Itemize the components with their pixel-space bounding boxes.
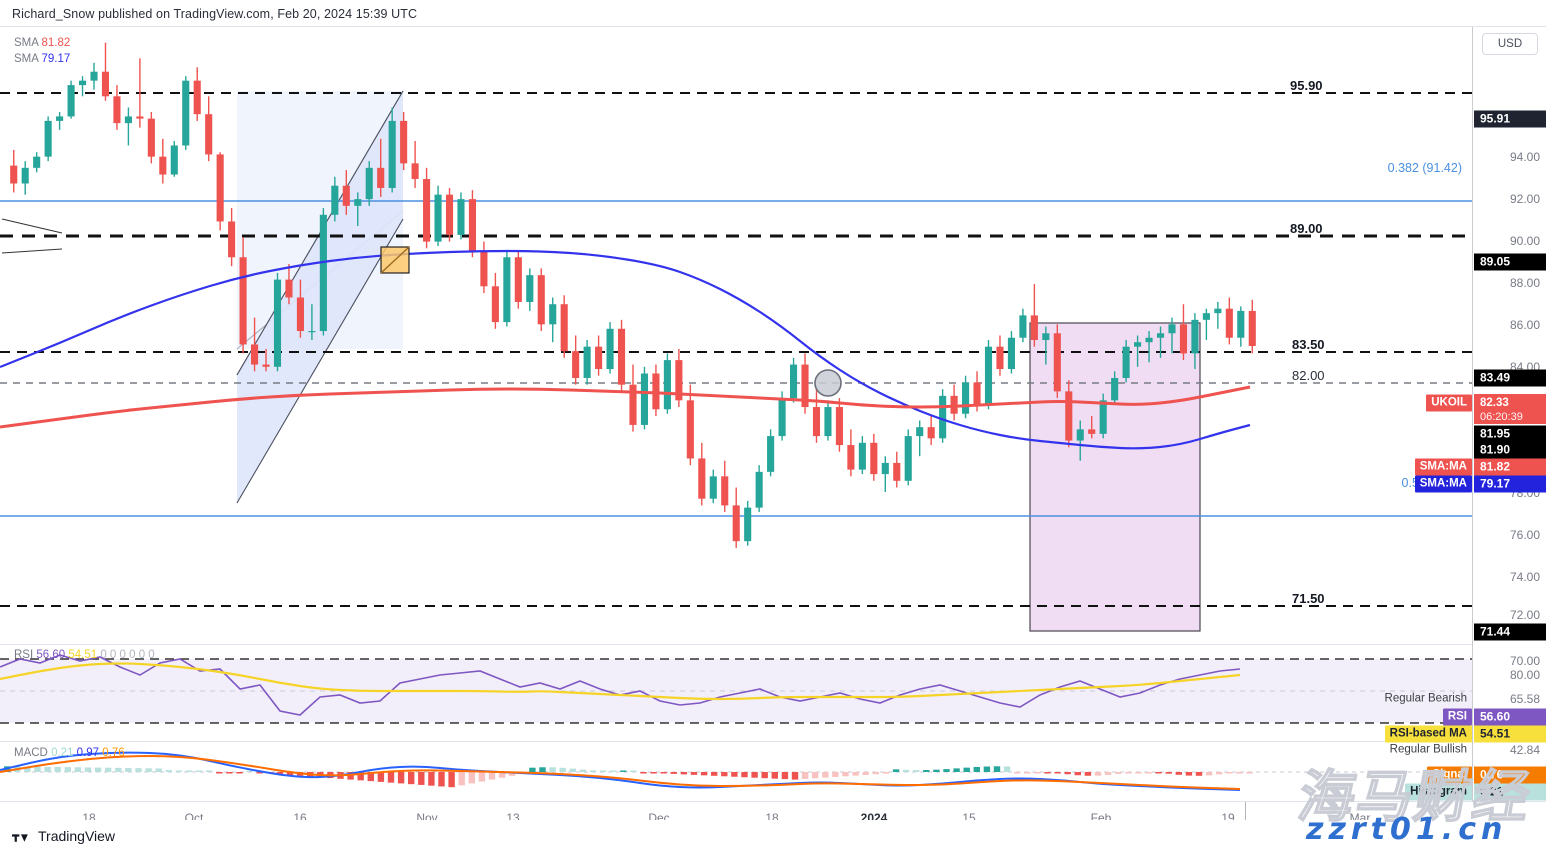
macd-tag-signal: Signal xyxy=(1427,766,1472,784)
price-tick-76-00: 76.00 xyxy=(1509,528,1540,542)
currency-badge[interactable]: USD xyxy=(1482,33,1538,55)
price-tick-86-00: 86.00 xyxy=(1509,318,1540,332)
rsi-tick-80: 80.00 xyxy=(1509,668,1540,682)
price-pill-83-49: 83.49 xyxy=(1474,369,1546,387)
chart-frame: SMA 81.82 SMA 79.17 95.90 89.00 83.50 82.00… xyxy=(0,26,1546,836)
last-price-pill: 82.33 06:20:39 xyxy=(1474,394,1546,424)
tradingview-label: TradingView xyxy=(38,828,116,844)
legend-sma-slow-value: 79.17 xyxy=(41,53,71,65)
price-pill-95-91: 95.91 xyxy=(1474,110,1546,128)
price-pill-89-05: 89.05 xyxy=(1474,253,1546,271)
price-tick-92-00: 92.00 xyxy=(1509,192,1540,206)
sma-pill-1: 79.17 xyxy=(1474,475,1546,493)
level-89-00-caption: 89.00 xyxy=(1290,221,1323,236)
sma-slow-tag: SMA:MA xyxy=(1414,475,1472,493)
price-pill-81-90: 81.90 xyxy=(1474,441,1546,459)
macd-axis-value-histogram: 0.21 xyxy=(1474,783,1546,801)
tradingview-mark-icon xyxy=(12,833,28,842)
macd-tag-histogram: Histogram xyxy=(1405,783,1472,801)
macd-canvas[interactable] xyxy=(0,742,1472,801)
ukoil-tag: UKOIL xyxy=(1426,394,1472,412)
level-95-90-caption: 95.90 xyxy=(1290,78,1323,93)
price-pane[interactable]: SMA 81.82 SMA 79.17 95.90 89.00 83.50 82.00… xyxy=(0,27,1472,644)
macd-pane[interactable]: MACD 0.21 0.97 0.76 xyxy=(0,741,1472,801)
rsi-tag-regular-bearish: Regular Bearish xyxy=(1384,692,1467,705)
rsi-legend-value: 56.60 xyxy=(36,649,66,661)
legend-sma-fast-value: 81.82 xyxy=(41,37,71,49)
rsi-tag-regular-bullish: Regular Bullish xyxy=(1389,743,1467,756)
macd-legend-name: MACD xyxy=(14,747,48,759)
macd-signal-value: 0.76 xyxy=(102,747,125,759)
rsi-canvas[interactable] xyxy=(0,645,1472,741)
level-82-00-caption: 82.00 xyxy=(1292,368,1325,383)
price-pill-81-95: 81.95 xyxy=(1474,425,1546,443)
rsi-legend: RSI 56.60 54.51 0 0 0 0 0 0 xyxy=(14,649,155,661)
macd-line-value: 0.97 xyxy=(76,747,100,759)
rsi-ma-legend-value: 54.51 xyxy=(68,649,98,661)
macd-axis-value-signal: 0.76 xyxy=(1474,766,1546,784)
tradingview-logo[interactable]: TradingView xyxy=(12,828,115,844)
legend-sma-slow-name: SMA xyxy=(14,53,39,65)
publication-header: Richard_Snow published on TradingView.co… xyxy=(12,7,418,21)
price-pill-71-44: 71.44 xyxy=(1474,623,1546,641)
rsi-axis-value-regular-bullish: 42.84 xyxy=(1509,743,1540,757)
price-tick-90-00: 90.00 xyxy=(1509,234,1540,248)
price-tick-88-00: 88.00 xyxy=(1509,276,1540,290)
rsi-axis-value-regular-bearish: 65.58 xyxy=(1509,692,1540,706)
level-71-50-caption: 71.50 xyxy=(1292,591,1325,606)
price-tick-70-00: 70.00 xyxy=(1509,654,1540,668)
candlestick-canvas[interactable] xyxy=(0,27,1472,644)
rsi-tag-rsi-based-ma: RSI-based MA xyxy=(1384,725,1472,743)
rsi-axis-value-rsi: 56.60 xyxy=(1474,708,1546,726)
time-axis-cursor-line xyxy=(1245,802,1246,836)
sma-pill-0: 81.82 xyxy=(1474,458,1546,476)
legend-sma-fast-name: SMA xyxy=(14,37,39,49)
macd-hist-value: 0.21 xyxy=(51,747,74,759)
footer: TradingView xyxy=(0,820,1546,857)
sma-fast-tag: SMA:MA xyxy=(1414,458,1472,476)
rsi-tag-rsi: RSI xyxy=(1442,708,1472,726)
price-axis[interactable]: USD 94.0092.0090.0088.0086.0084.0082.008… xyxy=(1472,27,1546,801)
price-tick-72-00: 72.00 xyxy=(1509,608,1540,622)
price-tick-74-00: 74.00 xyxy=(1509,570,1540,584)
rsi-axis-value-rsi-based-ma: 54.51 xyxy=(1474,725,1546,743)
rsi-legend-zeros: 0 0 0 0 0 0 xyxy=(100,649,155,661)
level-83-50-caption: 83.50 xyxy=(1292,337,1325,352)
fib-0382-caption: 0.382 (91.42) xyxy=(1387,161,1462,175)
main-legend: SMA 81.82 SMA 79.17 xyxy=(14,35,70,67)
rsi-pane[interactable]: RSI 56.60 54.51 0 0 0 0 0 0 xyxy=(0,644,1472,741)
macd-legend: MACD 0.21 0.97 0.76 xyxy=(14,747,125,759)
rsi-legend-name: RSI xyxy=(14,649,34,661)
price-tick-94-00: 94.00 xyxy=(1509,150,1540,164)
